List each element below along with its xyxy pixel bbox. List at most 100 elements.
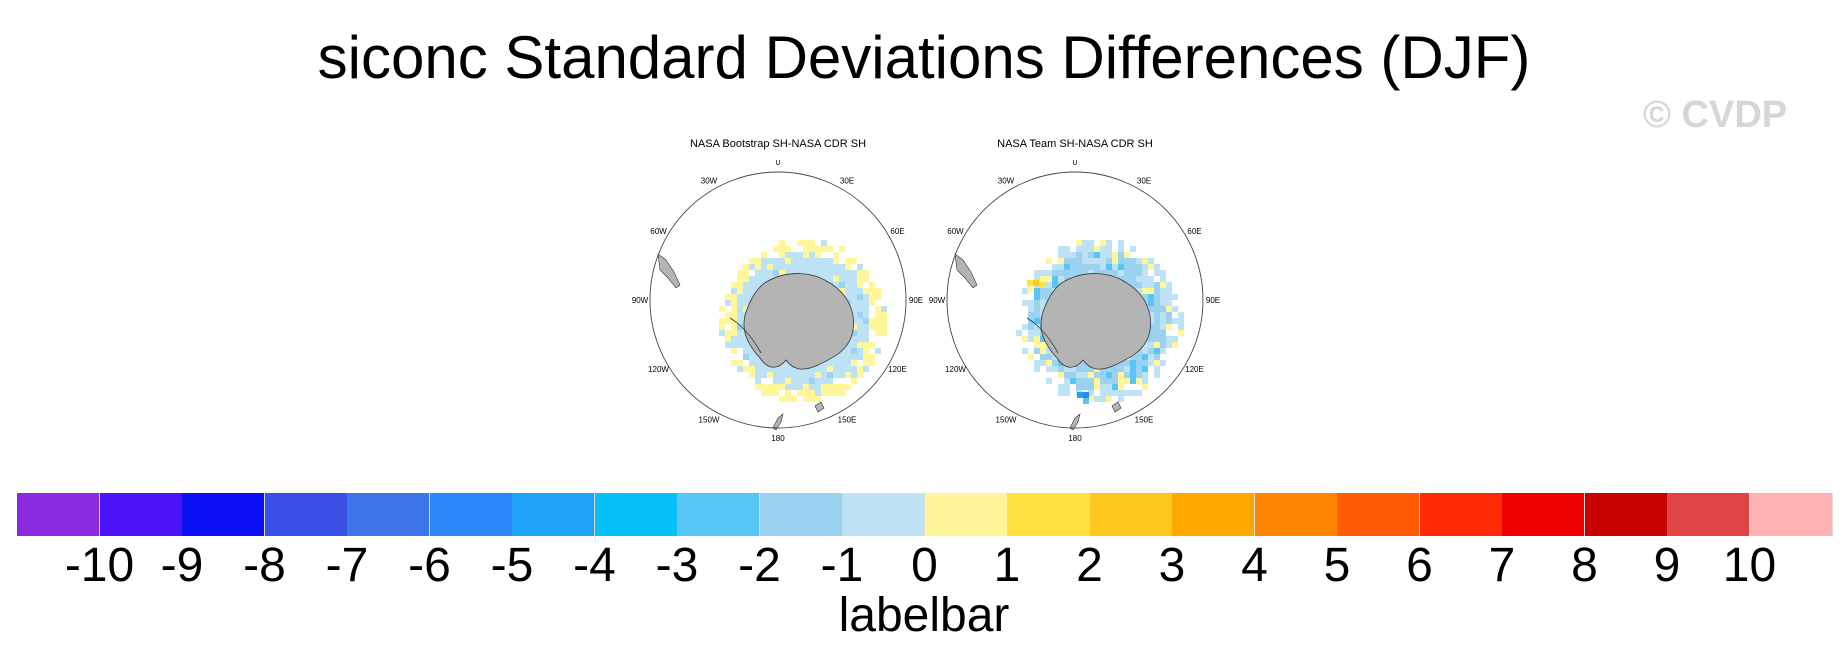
ice-pixel: [773, 384, 779, 390]
ice-pixel: [749, 366, 755, 372]
ice-pixel: [1070, 270, 1076, 276]
ice-pixel: [1106, 258, 1112, 264]
ice-pixel: [1112, 366, 1118, 372]
ice-pixel: [1166, 300, 1172, 306]
ice-pixel: [749, 264, 755, 270]
ice-pixel: [743, 294, 749, 300]
ice-pixel: [803, 378, 809, 384]
ice-pixel: [725, 336, 731, 342]
ice-pixel: [1112, 252, 1118, 258]
ice-pixel: [737, 312, 743, 318]
ice-pixel: [1052, 366, 1058, 372]
ice-pixel: [1076, 246, 1082, 252]
ice-pixel: [1148, 264, 1154, 270]
ice-pixel: [1076, 372, 1082, 378]
ice-pixel: [1022, 324, 1028, 330]
watermark: © CVDP: [1643, 94, 1788, 136]
ice-pixel: [1106, 384, 1112, 390]
ice-pixel: [1106, 246, 1112, 252]
ice-pixel: [1040, 294, 1046, 300]
ice-pixel: [731, 294, 737, 300]
ice-pixel: [743, 300, 749, 306]
ice-pixel: [725, 312, 731, 318]
ice-pixel: [815, 390, 821, 396]
ice-pixel: [779, 252, 785, 258]
ice-pixel: [791, 384, 797, 390]
ice-pixel: [797, 252, 803, 258]
ice-pixel: [1112, 372, 1118, 378]
ice-pixel: [845, 366, 851, 372]
ice-pixel: [845, 354, 851, 360]
ice-pixel: [833, 390, 839, 396]
ice-pixel: [1058, 372, 1064, 378]
ice-pixel: [1100, 396, 1106, 402]
ice-pixel: [875, 324, 881, 330]
ice-pixel: [779, 378, 785, 384]
ice-pixel: [767, 276, 773, 282]
ice-pixel: [1082, 384, 1088, 390]
ice-pixel: [797, 378, 803, 384]
ice-pixel: [1130, 264, 1136, 270]
ice-pixel: [881, 330, 887, 336]
ice-pixel: [1130, 258, 1136, 264]
ice-pixel: [743, 342, 749, 348]
ice-pixel: [1082, 252, 1088, 258]
ice-pixel: [737, 288, 743, 294]
ice-pixel: [779, 366, 785, 372]
labelbar-tick-label: -7: [325, 539, 369, 592]
ice-pixel: [737, 306, 743, 312]
ice-pixel: [755, 276, 761, 282]
longitude-label: 90E: [909, 296, 923, 305]
ice-pixel: [761, 384, 767, 390]
ice-pixel: [1154, 360, 1160, 366]
ice-pixel: [1118, 276, 1124, 282]
ice-pixel: [1148, 354, 1154, 360]
longitude-label: 90W: [632, 296, 649, 305]
ice-pixel: [857, 336, 863, 342]
ice-pixel: [1124, 390, 1130, 396]
ice-pixel: [815, 372, 821, 378]
labelbar-tick-label: -10: [64, 539, 135, 592]
ice-pixel: [767, 270, 773, 276]
ice-pixel: [1064, 384, 1070, 390]
ice-pixel: [1088, 396, 1094, 402]
ice-pixel: [755, 354, 761, 360]
ice-pixel: [803, 240, 809, 246]
ice-pixel: [1028, 300, 1034, 306]
labelbar-color-box: [99, 493, 183, 536]
ice-pixel: [1118, 240, 1124, 246]
ice-pixel: [1142, 360, 1148, 366]
ice-pixel: [875, 312, 881, 318]
ice-pixel: [731, 360, 737, 366]
ice-pixel: [1154, 312, 1160, 318]
ice-pixel: [1039, 282, 1045, 288]
ice-pixel: [815, 384, 821, 390]
ice-pixel: [1028, 306, 1034, 312]
ice-pixel: [1083, 392, 1089, 398]
ice-pixel: [1148, 336, 1154, 342]
ice-pixel: [863, 342, 869, 348]
ice-pixel: [1088, 264, 1094, 270]
ice-pixel: [845, 294, 851, 300]
ice-pixel: [1124, 378, 1130, 384]
ice-pixel: [833, 258, 839, 264]
ice-pixel: [1130, 276, 1136, 282]
ice-pixel: [1178, 318, 1184, 324]
ice-pixel: [797, 258, 803, 264]
ice-pixel: [815, 264, 821, 270]
ice-pixel: [1106, 378, 1112, 384]
ice-pixel: [863, 360, 869, 366]
ice-pixel: [767, 264, 773, 270]
ice-pixel: [845, 264, 851, 270]
longitude-label: 150E: [838, 416, 857, 425]
longitude-label: 180: [771, 434, 785, 443]
ice-pixel: [779, 396, 785, 402]
ice-pixel: [1094, 252, 1100, 258]
ice-pixel: [851, 330, 857, 336]
ice-pixel: [755, 282, 761, 288]
ice-pixel: [1088, 270, 1094, 276]
ice-pixel: [1172, 306, 1178, 312]
ice-pixel: [821, 378, 827, 384]
ice-pixel: [1160, 324, 1166, 330]
ice-pixel: [1034, 294, 1040, 300]
